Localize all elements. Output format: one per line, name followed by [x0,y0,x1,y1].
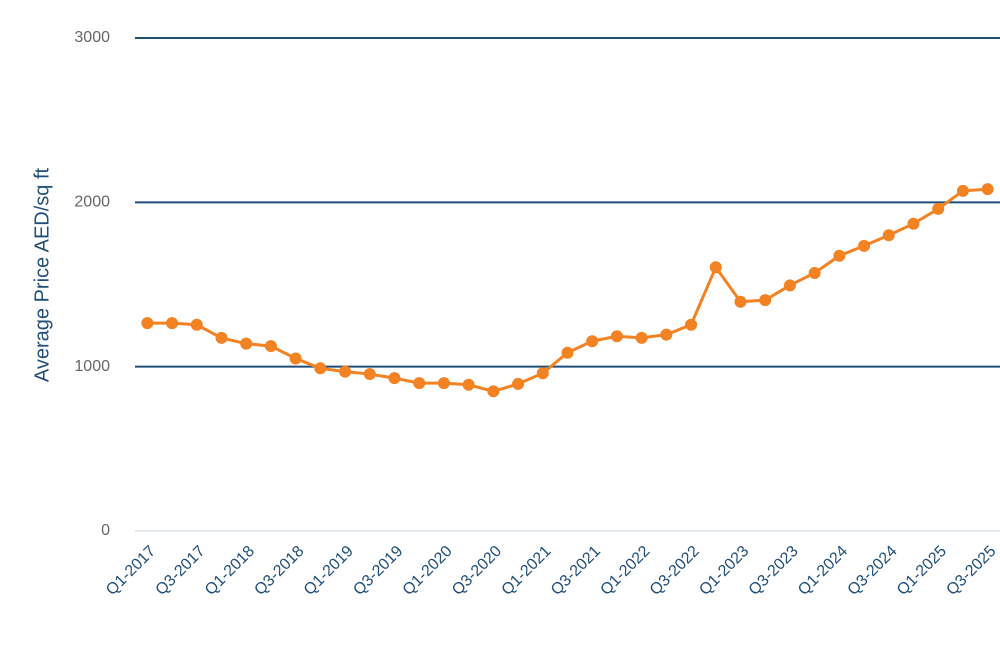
point [487,385,500,398]
point [314,362,327,375]
point [635,331,648,344]
point [932,202,945,215]
point [833,249,846,262]
point [462,378,475,391]
point [709,261,722,274]
point [215,331,228,344]
x-tick-label: Q1-2024 [795,543,851,599]
x-tick-label: Q1-2019 [301,543,357,599]
point [536,367,549,380]
x-tick-label: Q1-2018 [202,543,258,599]
x-tick-label: Q1-2023 [696,543,752,599]
point [586,335,599,348]
x-tick-label: Q1-2025 [894,543,950,599]
point [660,328,673,341]
point [808,266,821,279]
x-tick-label: Q3-2017 [153,543,209,599]
point [685,318,698,331]
x-tick-label: Q3-2023 [746,543,802,599]
point [413,377,426,390]
point [858,239,871,252]
x-tick-label: Q1-2022 [597,543,653,599]
point [956,184,969,197]
y-axis-label: Average Price AED/sq ft [31,167,53,382]
point [437,377,450,390]
y-tick-label: 2000 [74,194,110,211]
point [363,368,376,381]
point [289,352,302,365]
x-tick-label: Q3-2021 [548,543,604,599]
point [907,217,920,230]
y-tick-label: 1000 [74,358,110,375]
point [190,318,203,331]
x-tick-label: Q3-2022 [647,543,703,599]
y-tick-label: 3000 [74,29,110,46]
x-tick-label: Q3-2024 [845,543,901,599]
x-tick-label: Q3-2018 [251,543,307,599]
point [512,377,525,390]
point [166,317,179,330]
x-tick-label: Q1-2020 [400,543,456,599]
line [147,187,988,393]
point [141,317,154,330]
point [759,294,772,307]
point [388,372,401,385]
y-tick-label: 0 [101,522,110,539]
point [264,340,277,353]
x-tick-label: Q3-2025 [943,543,999,599]
x-tick-label: Q1-2021 [499,543,555,599]
point [561,346,574,359]
point [734,295,747,308]
point [339,365,352,378]
point [783,279,796,292]
point [240,337,253,350]
point [610,330,623,343]
point [882,229,895,242]
x-tick-label: Q3-2020 [449,543,505,599]
x-tick-label: Q3-2019 [350,543,406,599]
point [981,183,994,196]
x-tick-label: Q1-2017 [103,543,159,599]
